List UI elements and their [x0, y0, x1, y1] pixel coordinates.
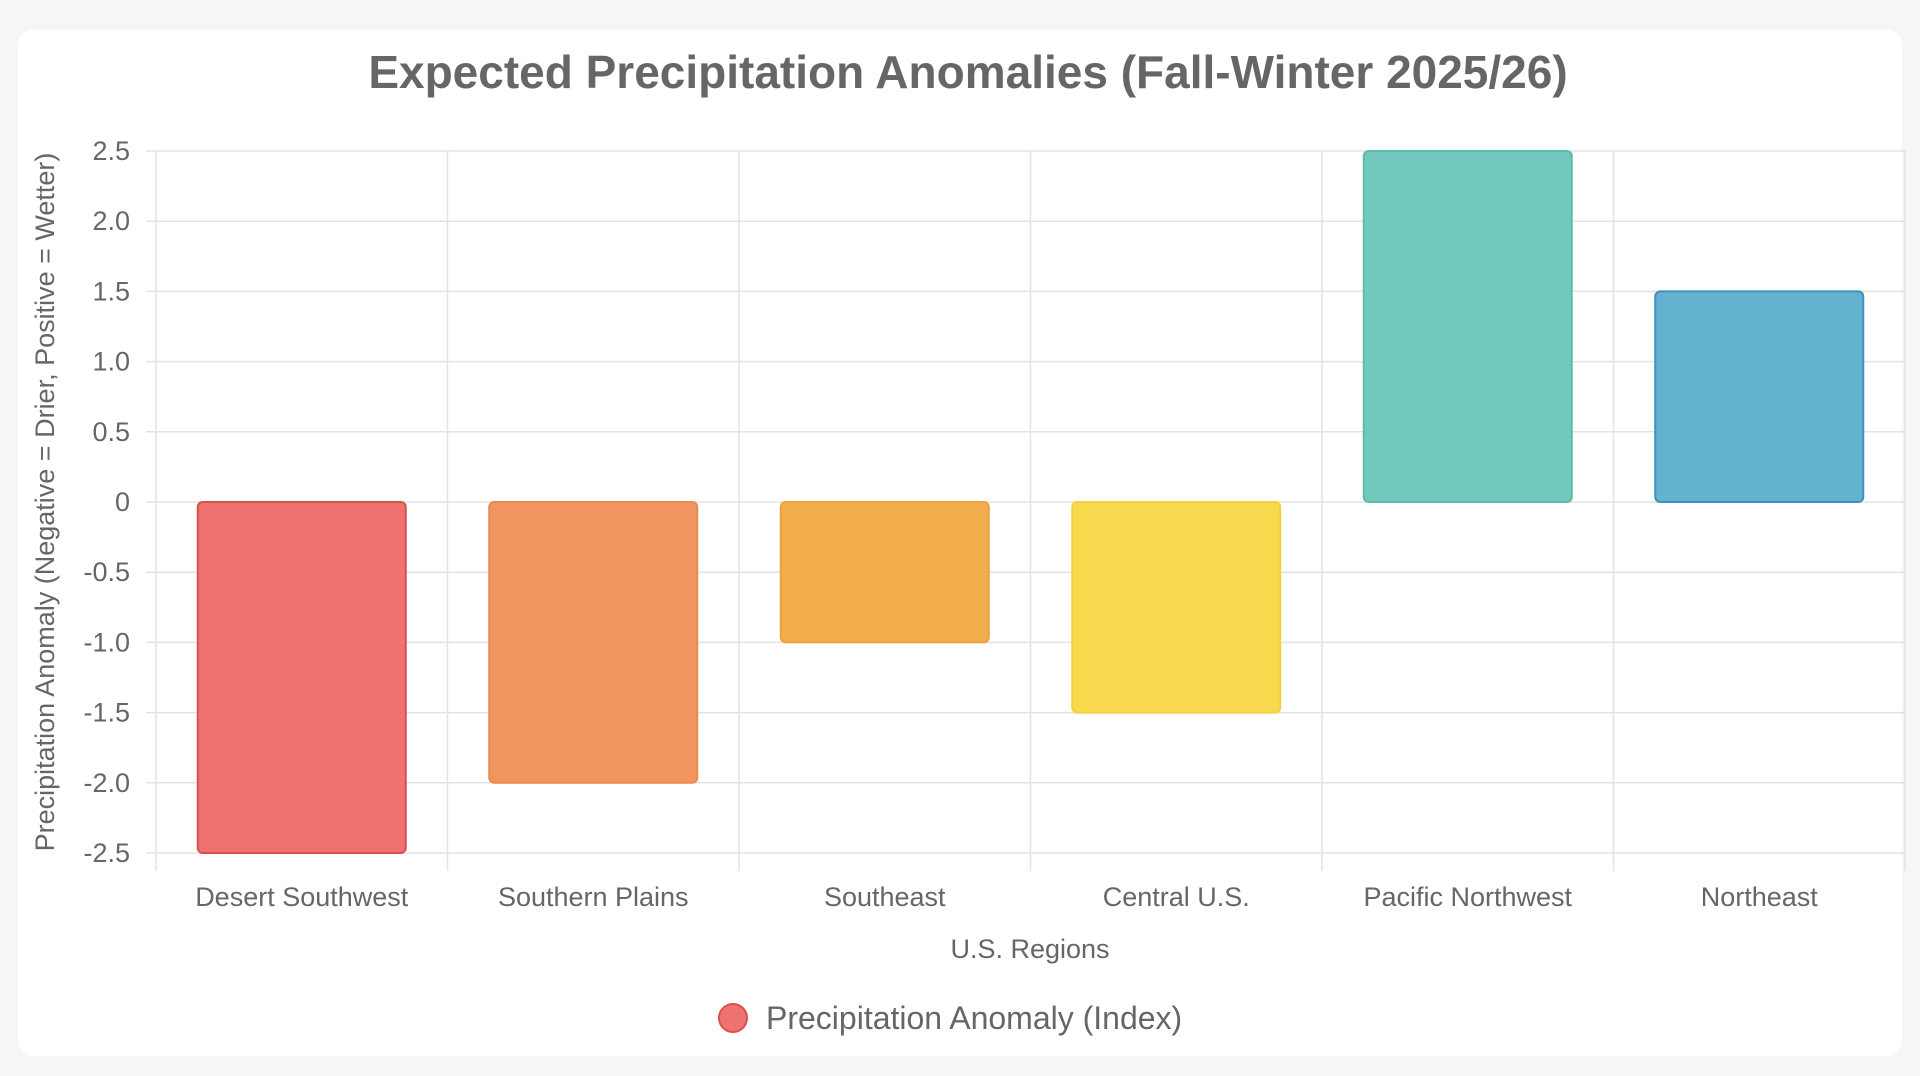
y-tick-label: -2.5 — [83, 838, 130, 868]
x-tick-label: Northeast — [1701, 882, 1819, 912]
legend-label[interactable]: Precipitation Anomaly (Index) — [766, 1000, 1182, 1036]
y-tick-label: -0.5 — [83, 557, 130, 587]
y-tick-label: 2.0 — [92, 206, 130, 236]
y-tick-label: 0 — [115, 487, 130, 517]
grid-lines — [146, 150, 1906, 871]
y-tick-label: 1.5 — [92, 276, 130, 306]
bar-northeast[interactable] — [1654, 290, 1865, 503]
bar-central-u-s[interactable] — [1071, 501, 1282, 714]
x-axis-title: U.S. Regions — [950, 934, 1109, 964]
bar-pacific-northwest[interactable] — [1362, 150, 1573, 503]
legend[interactable]: Precipitation Anomaly (Index) — [718, 1000, 1182, 1036]
y-tick-label: -1.0 — [83, 627, 130, 657]
y-tick-label: -2.0 — [83, 768, 130, 798]
chart-title: Expected Precipitation Anomalies (Fall-W… — [368, 46, 1567, 98]
bars — [196, 150, 1865, 854]
y-axis-ticks: 2.5 2.0 1.5 1.0 0.5 0 -0.5 -1.0 -1.5 -2.0 -2.5 — [83, 136, 130, 868]
bar-desert-southwest[interactable] — [196, 501, 407, 854]
y-tick-label: 1.0 — [92, 347, 130, 377]
x-tick-label: Southern Plains — [498, 882, 689, 912]
x-tick-label: Pacific Northwest — [1363, 882, 1572, 912]
y-axis-title: Precipitation Anomaly (Negative = Drier,… — [30, 153, 60, 852]
x-tick-label: Southeast — [824, 882, 946, 912]
y-tick-label: -1.5 — [83, 698, 130, 728]
legend-swatch[interactable] — [718, 1003, 748, 1033]
x-tick-label: Central U.S. — [1103, 882, 1250, 912]
x-axis-ticks: Desert Southwest Southern Plains Southeast… — [195, 882, 1818, 912]
bar-southern-plains[interactable] — [488, 501, 699, 784]
bar-southeast[interactable] — [779, 501, 990, 644]
x-tick-label: Desert Southwest — [195, 882, 409, 912]
y-tick-label: 0.5 — [92, 417, 130, 447]
y-tick-label: 2.5 — [92, 136, 130, 166]
